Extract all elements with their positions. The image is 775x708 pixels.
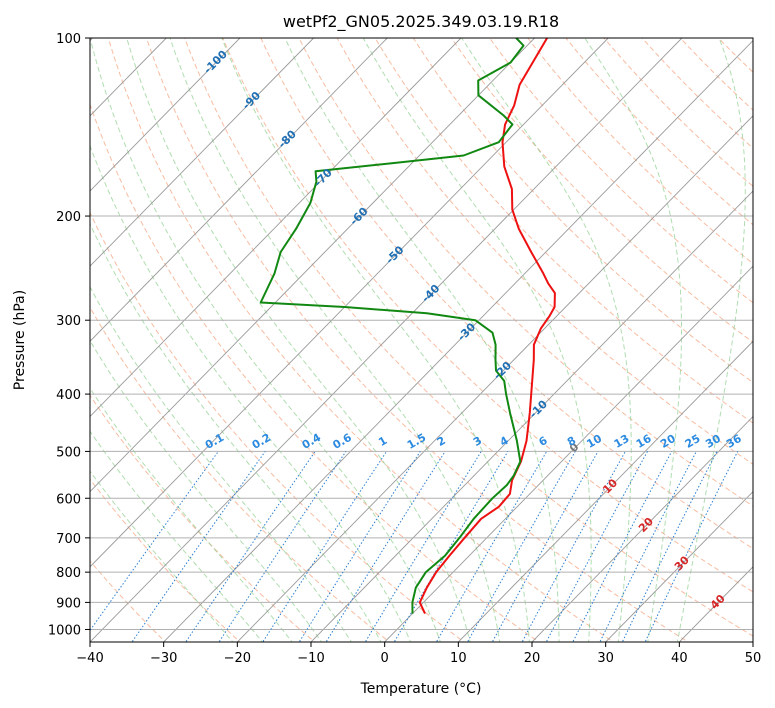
isotherm-line xyxy=(531,415,753,642)
mixing-ratio-line xyxy=(572,451,673,642)
x-tick-label: 0 xyxy=(381,651,389,666)
isotherm-line xyxy=(163,39,753,642)
x-tick-label: 10 xyxy=(450,651,467,666)
dry-adiabat-line xyxy=(222,38,753,593)
mixing-ratio-line xyxy=(364,451,482,642)
isotherm-line xyxy=(90,38,241,192)
y-tick-label: 400 xyxy=(56,388,81,403)
x-tick-label: 30 xyxy=(597,651,614,666)
dry-adiabat-line xyxy=(336,38,753,465)
isotherm-line xyxy=(90,38,388,342)
dry-adiabat-line xyxy=(412,38,753,384)
moist-adiabat-line xyxy=(90,430,264,642)
chart-title: wetPf2_GN05.2025.349.03.19.R18 xyxy=(283,12,559,32)
x-tick-label: 50 xyxy=(745,651,762,666)
isotherm-line xyxy=(310,190,753,642)
x-tick-label: −30 xyxy=(150,651,177,666)
y-tick-label: 800 xyxy=(56,566,81,581)
y-tick-label: 600 xyxy=(56,492,81,507)
y-tick-label: 100 xyxy=(56,32,81,47)
y-tick-label: 700 xyxy=(56,532,81,547)
isotherm-line xyxy=(237,115,753,642)
y-axis-label: Pressure (hPa) xyxy=(12,290,28,390)
isotherm-line xyxy=(605,491,753,642)
isobars xyxy=(90,38,753,630)
y-tick-label: 500 xyxy=(56,445,81,460)
isotherm-line xyxy=(90,38,535,493)
temperature-profile xyxy=(418,38,556,615)
isotherm-line xyxy=(90,38,314,267)
y-tick-label: 200 xyxy=(56,210,81,225)
moist-adiabat-line xyxy=(90,38,441,642)
isotherm-line xyxy=(458,340,753,642)
y-tick-label: 300 xyxy=(56,314,81,329)
y-tick-label: 1000 xyxy=(48,623,81,638)
mixing-ratio-line xyxy=(599,451,697,642)
x-tick-label: −40 xyxy=(76,651,103,666)
dry-adiabat-line xyxy=(450,38,753,343)
mixing-ratio-lines xyxy=(90,451,739,642)
x-axis-label: Temperature (°C) xyxy=(360,681,482,697)
dry-adiabat-line xyxy=(298,38,753,507)
x-tick-label: −20 xyxy=(224,651,251,666)
mixing-ratio-line xyxy=(298,451,421,642)
isotherm-line xyxy=(90,38,683,642)
mixing-ratio-line xyxy=(545,451,648,642)
x-tick-label: 40 xyxy=(671,651,688,666)
y-tick-label: 900 xyxy=(56,596,81,611)
mixing-ratio-line xyxy=(218,451,347,642)
mixing-ratio-line xyxy=(393,451,509,642)
dewpoint-profile xyxy=(259,38,525,614)
y-axis-ticks: 100 200 300 400 500 600 700 800 900 1000 xyxy=(48,32,90,638)
mixing-ratio-line xyxy=(131,451,266,642)
dry-adiabat-line xyxy=(260,38,753,550)
dry-adiabat-line xyxy=(145,38,690,642)
isotherms xyxy=(90,38,753,642)
mixing-ratio-line xyxy=(644,451,739,642)
mixing-ratio-line xyxy=(435,451,548,642)
mixing-ratio-line xyxy=(185,451,316,642)
moist-adiabat-line xyxy=(90,470,234,642)
mixing-ratio-line xyxy=(262,451,388,642)
isotherm-line xyxy=(90,38,609,568)
mixing-ratio-line xyxy=(521,451,626,642)
isotherm-line xyxy=(384,265,753,642)
mixing-ratio-line xyxy=(90,451,219,632)
plot-frame xyxy=(89,37,754,643)
dry-adiabat-line xyxy=(90,211,465,642)
x-axis-ticks: −40 −30 −20 −10 0 10 20 30 40 50 xyxy=(76,642,761,666)
sounding-series xyxy=(259,38,556,615)
isotherm-line xyxy=(90,38,462,418)
moist-adiabat-line xyxy=(90,144,412,642)
moist-adiabat-line xyxy=(90,387,293,642)
x-tick-label: 20 xyxy=(524,651,541,666)
x-tick-label: −10 xyxy=(297,651,324,666)
mixing-ratio-line xyxy=(325,451,446,642)
